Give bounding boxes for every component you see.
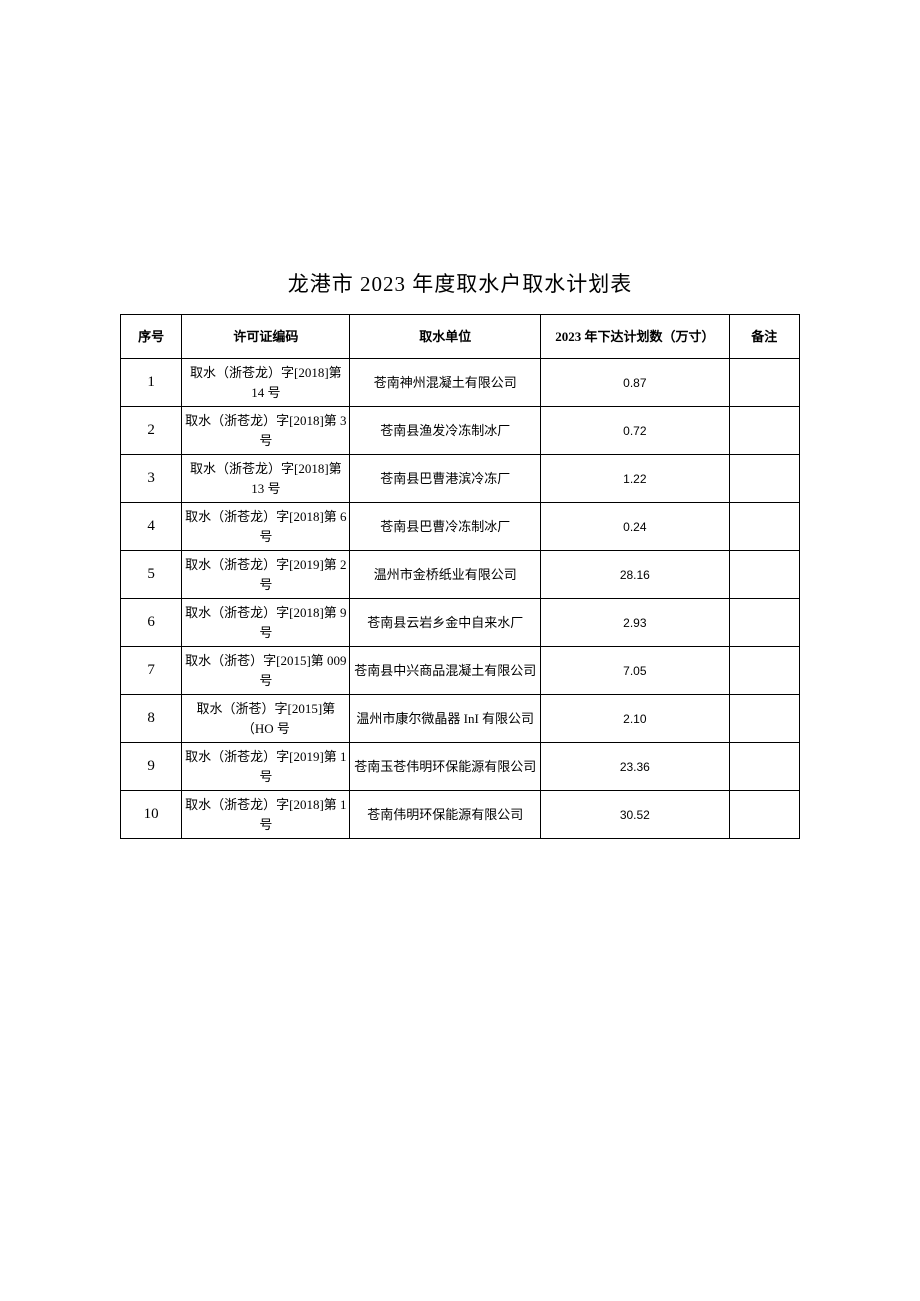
header-plan: 2023 年下达计划数（万寸） [541, 315, 729, 359]
table-row: 1 取水（浙苍龙）字[2018]第 14 号 苍南神州混凝土有限公司 0.87 [121, 359, 800, 407]
cell-note [729, 695, 799, 743]
cell-permit: 取水（浙苍龙）字[2018]第 3 号 [182, 407, 350, 455]
table-body: 1 取水（浙苍龙）字[2018]第 14 号 苍南神州混凝土有限公司 0.87 … [121, 359, 800, 839]
header-note: 备注 [729, 315, 799, 359]
table-row: 6 取水（浙苍龙）字[2018]第 9 号 苍南县云岩乡金中自来水厂 2.93 [121, 599, 800, 647]
header-unit: 取水单位 [350, 315, 541, 359]
cell-unit: 温州市康尔微晶器 InI 有限公司 [350, 695, 541, 743]
cell-plan: 0.24 [541, 503, 729, 551]
document-container: 龙港市 2023 年度取水户取水计划表 序号 许可证编码 取水单位 2023 年… [120, 268, 800, 839]
cell-unit: 温州市金桥纸业有限公司 [350, 551, 541, 599]
cell-plan: 0.72 [541, 407, 729, 455]
cell-plan: 2.10 [541, 695, 729, 743]
cell-note [729, 791, 799, 839]
cell-unit: 苍南县巴曹冷冻制冰厂 [350, 503, 541, 551]
table-row: 4 取水（浙苍龙）字[2018]第 6 号 苍南县巴曹冷冻制冰厂 0.24 [121, 503, 800, 551]
cell-note [729, 743, 799, 791]
cell-unit: 苍南伟明环保能源有限公司 [350, 791, 541, 839]
cell-plan: 23.36 [541, 743, 729, 791]
table-row: 5 取水（浙苍龙）字[2019]第 2 号 温州市金桥纸业有限公司 28.16 [121, 551, 800, 599]
cell-unit: 苍南县渔发冷冻制冰厂 [350, 407, 541, 455]
cell-note [729, 599, 799, 647]
header-seq: 序号 [121, 315, 182, 359]
cell-note [729, 455, 799, 503]
cell-note [729, 407, 799, 455]
cell-seq: 10 [121, 791, 182, 839]
table-row: 2 取水（浙苍龙）字[2018]第 3 号 苍南县渔发冷冻制冰厂 0.72 [121, 407, 800, 455]
cell-seq: 3 [121, 455, 182, 503]
cell-unit: 苍南玉苍伟明环保能源有限公司 [350, 743, 541, 791]
cell-note [729, 551, 799, 599]
cell-permit: 取水（浙苍龙）字[2019]第 2 号 [182, 551, 350, 599]
table-header-row: 序号 许可证编码 取水单位 2023 年下达计划数（万寸） 备注 [121, 315, 800, 359]
cell-plan: 1.22 [541, 455, 729, 503]
cell-seq: 5 [121, 551, 182, 599]
cell-permit: 取水（浙苍龙）字[2019]第 1 号 [182, 743, 350, 791]
cell-unit: 苍南神州混凝土有限公司 [350, 359, 541, 407]
cell-permit: 取水（浙苍龙）字[2018]第 14 号 [182, 359, 350, 407]
cell-permit: 取水（浙苍龙）字[2018]第 6 号 [182, 503, 350, 551]
cell-seq: 7 [121, 647, 182, 695]
water-plan-table: 序号 许可证编码 取水单位 2023 年下达计划数（万寸） 备注 1 取水（浙苍… [120, 314, 800, 839]
cell-plan: 7.05 [541, 647, 729, 695]
cell-unit: 苍南县云岩乡金中自来水厂 [350, 599, 541, 647]
cell-note [729, 647, 799, 695]
cell-seq: 4 [121, 503, 182, 551]
cell-unit: 苍南县巴曹港滨冷冻厂 [350, 455, 541, 503]
table-row: 10 取水（浙苍龙）字[2018]第 1 号 苍南伟明环保能源有限公司 30.5… [121, 791, 800, 839]
cell-permit: 取水（浙苍）字[2015]第 009 号 [182, 647, 350, 695]
cell-plan: 2.93 [541, 599, 729, 647]
table-row: 8 取水（浙苍）字[2015]第（HO 号 温州市康尔微晶器 InI 有限公司 … [121, 695, 800, 743]
cell-seq: 1 [121, 359, 182, 407]
cell-note [729, 503, 799, 551]
cell-plan: 0.87 [541, 359, 729, 407]
table-row: 9 取水（浙苍龙）字[2019]第 1 号 苍南玉苍伟明环保能源有限公司 23.… [121, 743, 800, 791]
cell-plan: 30.52 [541, 791, 729, 839]
cell-note [729, 359, 799, 407]
cell-unit: 苍南县中兴商品混凝土有限公司 [350, 647, 541, 695]
header-permit: 许可证编码 [182, 315, 350, 359]
cell-permit: 取水（浙苍龙）字[2018]第 1 号 [182, 791, 350, 839]
cell-seq: 9 [121, 743, 182, 791]
cell-permit: 取水（浙苍龙）字[2018]第 9 号 [182, 599, 350, 647]
cell-plan: 28.16 [541, 551, 729, 599]
cell-permit: 取水（浙苍）字[2015]第（HO 号 [182, 695, 350, 743]
cell-seq: 8 [121, 695, 182, 743]
table-row: 3 取水（浙苍龙）字[2018]第 13 号 苍南县巴曹港滨冷冻厂 1.22 [121, 455, 800, 503]
cell-seq: 6 [121, 599, 182, 647]
page-title: 龙港市 2023 年度取水户取水计划表 [120, 268, 800, 298]
table-row: 7 取水（浙苍）字[2015]第 009 号 苍南县中兴商品混凝土有限公司 7.… [121, 647, 800, 695]
cell-permit: 取水（浙苍龙）字[2018]第 13 号 [182, 455, 350, 503]
cell-seq: 2 [121, 407, 182, 455]
